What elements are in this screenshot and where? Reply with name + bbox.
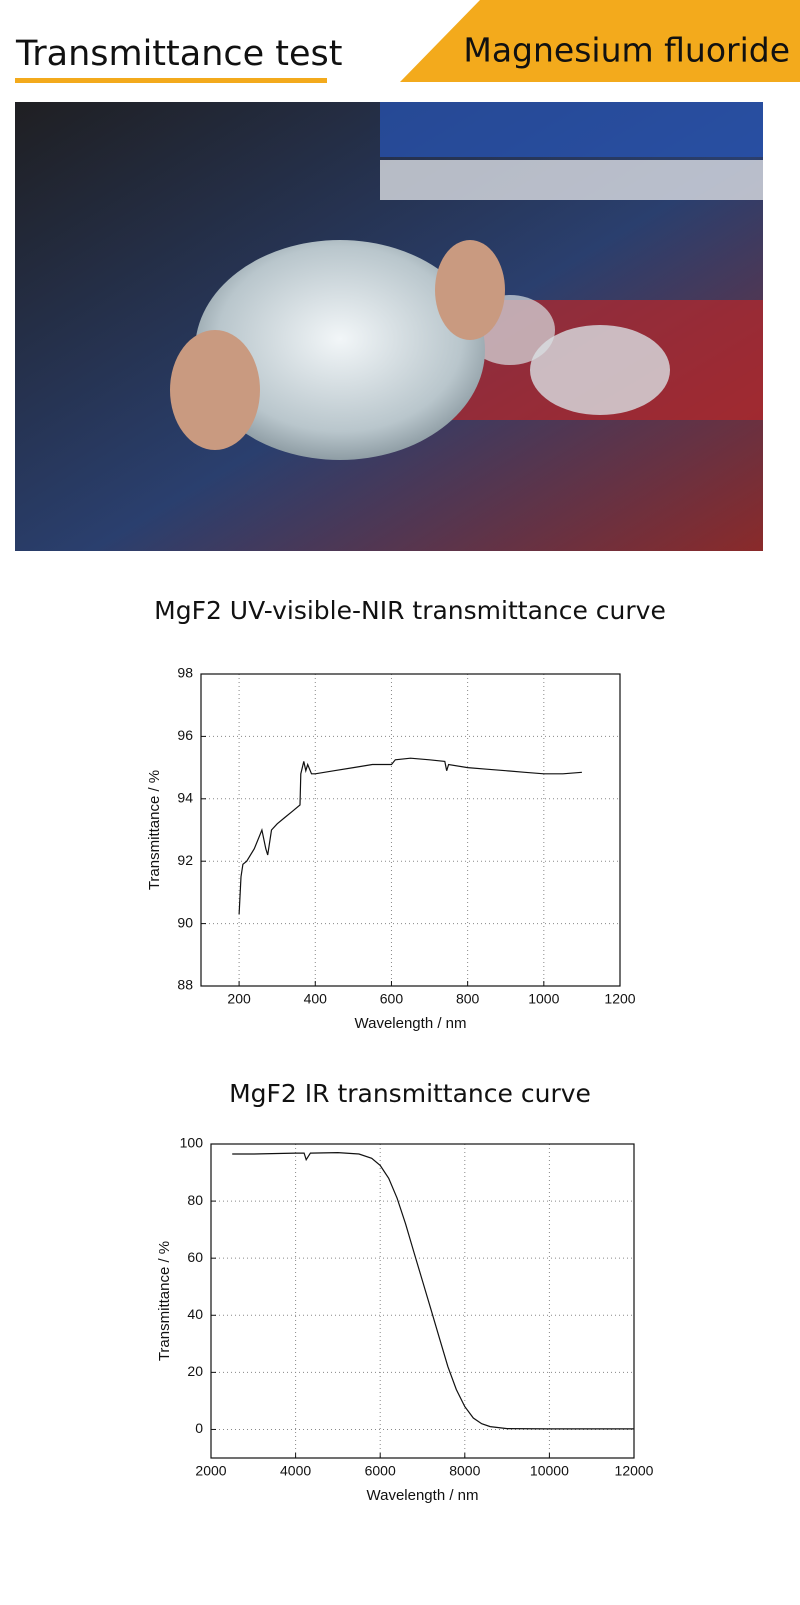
x-tick-label: 1000 xyxy=(528,991,559,1007)
y-tick-label: 80 xyxy=(187,1192,203,1208)
x-tick-label: 4000 xyxy=(280,1463,311,1479)
x-tick-label: 400 xyxy=(304,991,328,1007)
chart-title: MgF2 IR transmittance curve xyxy=(229,1079,591,1108)
y-axis-label: Transmittance / % xyxy=(156,1241,173,1361)
plot-frame xyxy=(210,1143,635,1459)
y-tick-label: 96 xyxy=(177,727,193,743)
photo xyxy=(15,102,763,551)
x-tick-label: 200 xyxy=(227,991,251,1007)
x-tick-label: 6000 xyxy=(365,1463,396,1479)
x-tick-label: 12000 xyxy=(615,1463,654,1479)
y-tick-label: 98 xyxy=(177,665,193,681)
x-tick-label: 600 xyxy=(380,991,404,1007)
x-axis-label: Wavelength / nm xyxy=(367,1487,479,1504)
chart-title: MgF2 UV-visible-NIR transmittance curve xyxy=(154,596,666,625)
data-line xyxy=(232,1151,634,1430)
y-tick-label: 20 xyxy=(187,1363,203,1379)
y-tick-label: 40 xyxy=(187,1306,203,1322)
y-tick-label: 60 xyxy=(187,1249,203,1265)
data-line xyxy=(238,757,582,915)
page-title: Transmittance test xyxy=(15,34,343,74)
y-tick-label: 92 xyxy=(177,852,193,868)
x-tick-label: 8000 xyxy=(449,1463,480,1479)
tag-banner xyxy=(400,0,800,82)
y-tick-label: 0 xyxy=(195,1420,203,1436)
x-tick-label: 10000 xyxy=(530,1463,569,1479)
x-axis-label: Wavelength / nm xyxy=(355,1015,467,1032)
y-axis-label: Transmittance / % xyxy=(146,770,163,890)
title-underline xyxy=(15,78,327,83)
y-tick-label: 100 xyxy=(180,1135,204,1151)
y-tick-label: 94 xyxy=(177,790,193,806)
plot-frame xyxy=(200,673,621,987)
tag-text: Magnesium fluoride xyxy=(463,31,790,70)
y-tick-label: 90 xyxy=(177,914,193,930)
x-tick-label: 2000 xyxy=(195,1463,226,1479)
x-tick-label: 800 xyxy=(456,991,480,1007)
y-tick-label: 88 xyxy=(177,977,193,993)
x-tick-label: 1200 xyxy=(604,991,635,1007)
